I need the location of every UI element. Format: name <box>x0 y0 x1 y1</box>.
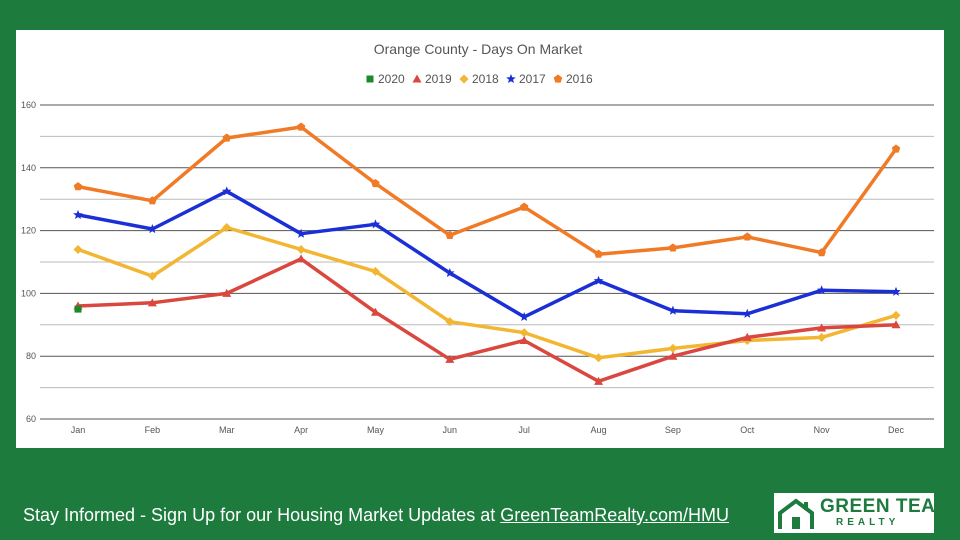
logo-subtitle: REALTY <box>836 517 900 528</box>
data-point-2016 <box>222 133 232 142</box>
x-tick-label: May <box>367 425 385 435</box>
data-point-2016 <box>73 182 83 191</box>
legend-marker-2017 <box>506 74 516 84</box>
series-line-2019 <box>76 257 898 384</box>
data-point-2018 <box>370 266 380 276</box>
data-point-2019 <box>891 320 901 329</box>
chart-legend: 2020 2019 2018 2017 2016 <box>366 72 593 86</box>
data-point-2017 <box>816 285 827 295</box>
data-point-2017 <box>296 228 306 238</box>
series-line-2018 <box>76 225 898 360</box>
series-2017 <box>73 186 901 321</box>
y-tick-label: 100 <box>21 288 36 298</box>
data-point-2016 <box>148 196 157 205</box>
data-point-2019 <box>222 288 232 297</box>
data-point-2018 <box>891 310 901 320</box>
data-point-2018 <box>445 317 455 327</box>
x-tick-label: Apr <box>294 425 308 435</box>
y-tick-label: 140 <box>21 163 36 173</box>
data-point-2016 <box>519 202 529 211</box>
data-point-2016 <box>817 248 826 257</box>
data-point-2017 <box>593 275 604 285</box>
data-point-2019 <box>742 332 752 341</box>
data-point-2018 <box>296 244 306 254</box>
x-tick-label: Jul <box>518 425 530 435</box>
x-tick-label: Mar <box>219 425 235 435</box>
signup-link[interactable]: GreenTeamRealty.com/HMU <box>500 505 729 525</box>
legend-marker-2018 <box>459 74 469 84</box>
data-point-2018 <box>222 222 232 232</box>
data-point-2018 <box>519 328 529 338</box>
data-point-2016 <box>742 232 752 241</box>
logo-wordmark: GREEN TEAM <box>820 496 952 517</box>
data-point-2016 <box>445 230 455 239</box>
legend-label-2018: 2018 <box>472 72 499 86</box>
data-point-2019 <box>594 376 604 385</box>
series-2019 <box>73 254 901 385</box>
data-point-2020 <box>74 305 82 313</box>
legend-marker-2016 <box>553 74 563 83</box>
x-tick-label: Jan <box>71 425 86 435</box>
data-point-2019 <box>147 298 157 307</box>
data-point-2017 <box>73 209 83 219</box>
legend-label-2020: 2020 <box>378 72 405 86</box>
chart-series <box>73 122 901 385</box>
data-point-2016 <box>594 249 603 258</box>
x-axis-ticks: Jan Feb Mar Apr May Jun Jul Aug Sep Oct Nov Dec <box>71 425 905 435</box>
x-tick-label: Feb <box>145 425 161 435</box>
legend-label-2019: 2019 <box>425 72 452 86</box>
data-point-2018 <box>817 332 827 342</box>
data-point-2017 <box>742 308 753 318</box>
legend-label-2017: 2017 <box>519 72 546 86</box>
data-point-2017 <box>445 267 455 278</box>
y-tick-label: 80 <box>26 351 36 361</box>
data-point-2016 <box>371 179 380 188</box>
data-point-2019 <box>817 323 827 332</box>
footer-cta: Stay Informed - Sign Up for our Housing … <box>23 505 729 526</box>
legend-label-2016: 2016 <box>566 72 593 86</box>
x-tick-label: Aug <box>591 425 607 435</box>
x-tick-label: Jun <box>443 425 458 435</box>
x-tick-label: Nov <box>814 425 831 435</box>
x-tick-label: Oct <box>740 425 755 435</box>
data-point-2017 <box>147 224 158 234</box>
series-2016 <box>73 122 901 258</box>
data-point-2018 <box>668 343 678 353</box>
house-icon <box>778 498 814 529</box>
footer-cta-text: Stay Informed - Sign Up for our Housing … <box>23 505 501 525</box>
chart-card: Orange County - Days On Market 2020 2019 2… <box>16 30 944 448</box>
data-point-2017 <box>221 186 232 196</box>
data-point-2018 <box>147 271 157 281</box>
data-point-2019 <box>370 307 380 316</box>
data-point-2019 <box>519 336 529 344</box>
line-chart: Orange County - Days On Market 2020 2019 2… <box>21 41 934 435</box>
data-point-2019 <box>668 351 678 360</box>
green-team-realty-logo: GREEN TEAM REALTY <box>774 493 951 533</box>
data-point-2018 <box>73 244 83 254</box>
data-point-2019 <box>296 254 306 263</box>
x-tick-label: Dec <box>888 425 905 435</box>
y-tick-label: 60 <box>26 414 36 424</box>
data-point-2016 <box>668 243 678 252</box>
y-axis-ticks: 60 80 100 120 140 160 <box>21 100 36 424</box>
data-point-2017 <box>370 219 381 229</box>
legend-marker-2020 <box>366 75 374 83</box>
data-point-2017 <box>519 311 529 321</box>
data-point-2016 <box>296 122 306 131</box>
legend-marker-2019 <box>412 74 422 83</box>
data-point-2016 <box>891 144 901 153</box>
x-tick-label: Sep <box>665 425 681 435</box>
data-point-2018 <box>594 353 604 363</box>
series-line-2016 <box>76 125 898 256</box>
data-point-2019 <box>445 354 455 363</box>
y-tick-label: 120 <box>21 226 36 236</box>
y-tick-label: 160 <box>21 100 36 110</box>
chart-title: Orange County - Days On Market <box>374 41 583 57</box>
series-line-2017 <box>76 189 898 319</box>
data-point-2017 <box>891 286 901 296</box>
series-2020 <box>74 305 82 313</box>
data-point-2017 <box>668 305 678 315</box>
